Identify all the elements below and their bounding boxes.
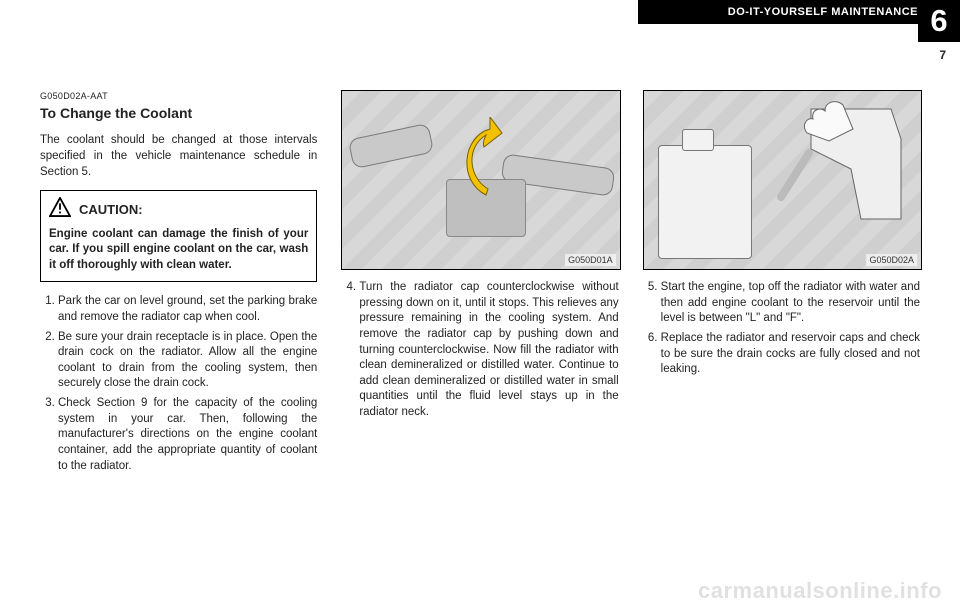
- column-2: G050D01A Turn the radiator cap countercl…: [341, 90, 618, 478]
- procedure-code: G050D02A-AAT: [40, 90, 317, 102]
- steps-4: Turn the radiator cap counterclockwise w…: [341, 280, 618, 421]
- step-4: Turn the radiator cap counterclockwise w…: [359, 280, 618, 421]
- page-number: 7: [939, 48, 946, 62]
- steps-1to3: Park the car on level ground, set the pa…: [40, 294, 317, 474]
- chapter-number: 6: [918, 0, 960, 42]
- coolant-bottle-pour: [751, 99, 911, 249]
- page-columns: G050D02A-AAT To Change the Coolant The c…: [40, 90, 920, 478]
- step-2: Be sure your drain receptacle is in plac…: [58, 330, 317, 393]
- caution-body: Engine coolant can damage the finish of …: [49, 227, 308, 274]
- chapter-header: DO-IT-YOURSELF MAINTENANCE 6: [0, 0, 960, 24]
- step-5: Start the engine, top off the radiator w…: [661, 280, 920, 327]
- section-title: DO-IT-YOURSELF MAINTENANCE: [638, 0, 960, 24]
- illustration-tag-2: G050D02A: [866, 254, 917, 266]
- column-3: G050D02A Start the engine, top off the r…: [643, 90, 920, 478]
- step-6: Replace the radiator and reservoir caps …: [661, 331, 920, 378]
- turn-arrow-icon: [460, 117, 516, 197]
- caution-box: CAUTION: Engine coolant can damage the f…: [40, 190, 317, 282]
- illustration-tag: G050D01A: [565, 254, 616, 266]
- chapter-number-text: 6: [930, 3, 947, 39]
- illustration-radiator-cap: G050D01A: [341, 90, 620, 270]
- caution-header-row: CAUTION:: [49, 197, 308, 223]
- step-1: Park the car on level ground, set the pa…: [58, 294, 317, 325]
- step-3: Check Section 9 for the capacity of the …: [58, 396, 317, 474]
- column-1: G050D02A-AAT To Change the Coolant The c…: [40, 90, 317, 478]
- illustration-reservoir-fill: G050D02A: [643, 90, 922, 270]
- steps-5to6: Start the engine, top off the radiator w…: [643, 280, 920, 378]
- procedure-heading: To Change the Coolant: [40, 104, 317, 123]
- reservoir-neck: [682, 129, 714, 151]
- watermark: carmanualsonline.info: [698, 578, 942, 604]
- section-title-text: DO-IT-YOURSELF MAINTENANCE: [728, 6, 918, 18]
- intro-paragraph: The coolant should be changed at those i…: [40, 133, 317, 180]
- caution-label: CAUTION:: [79, 201, 143, 219]
- coolant-reservoir: [658, 145, 752, 259]
- warning-icon: [49, 197, 71, 223]
